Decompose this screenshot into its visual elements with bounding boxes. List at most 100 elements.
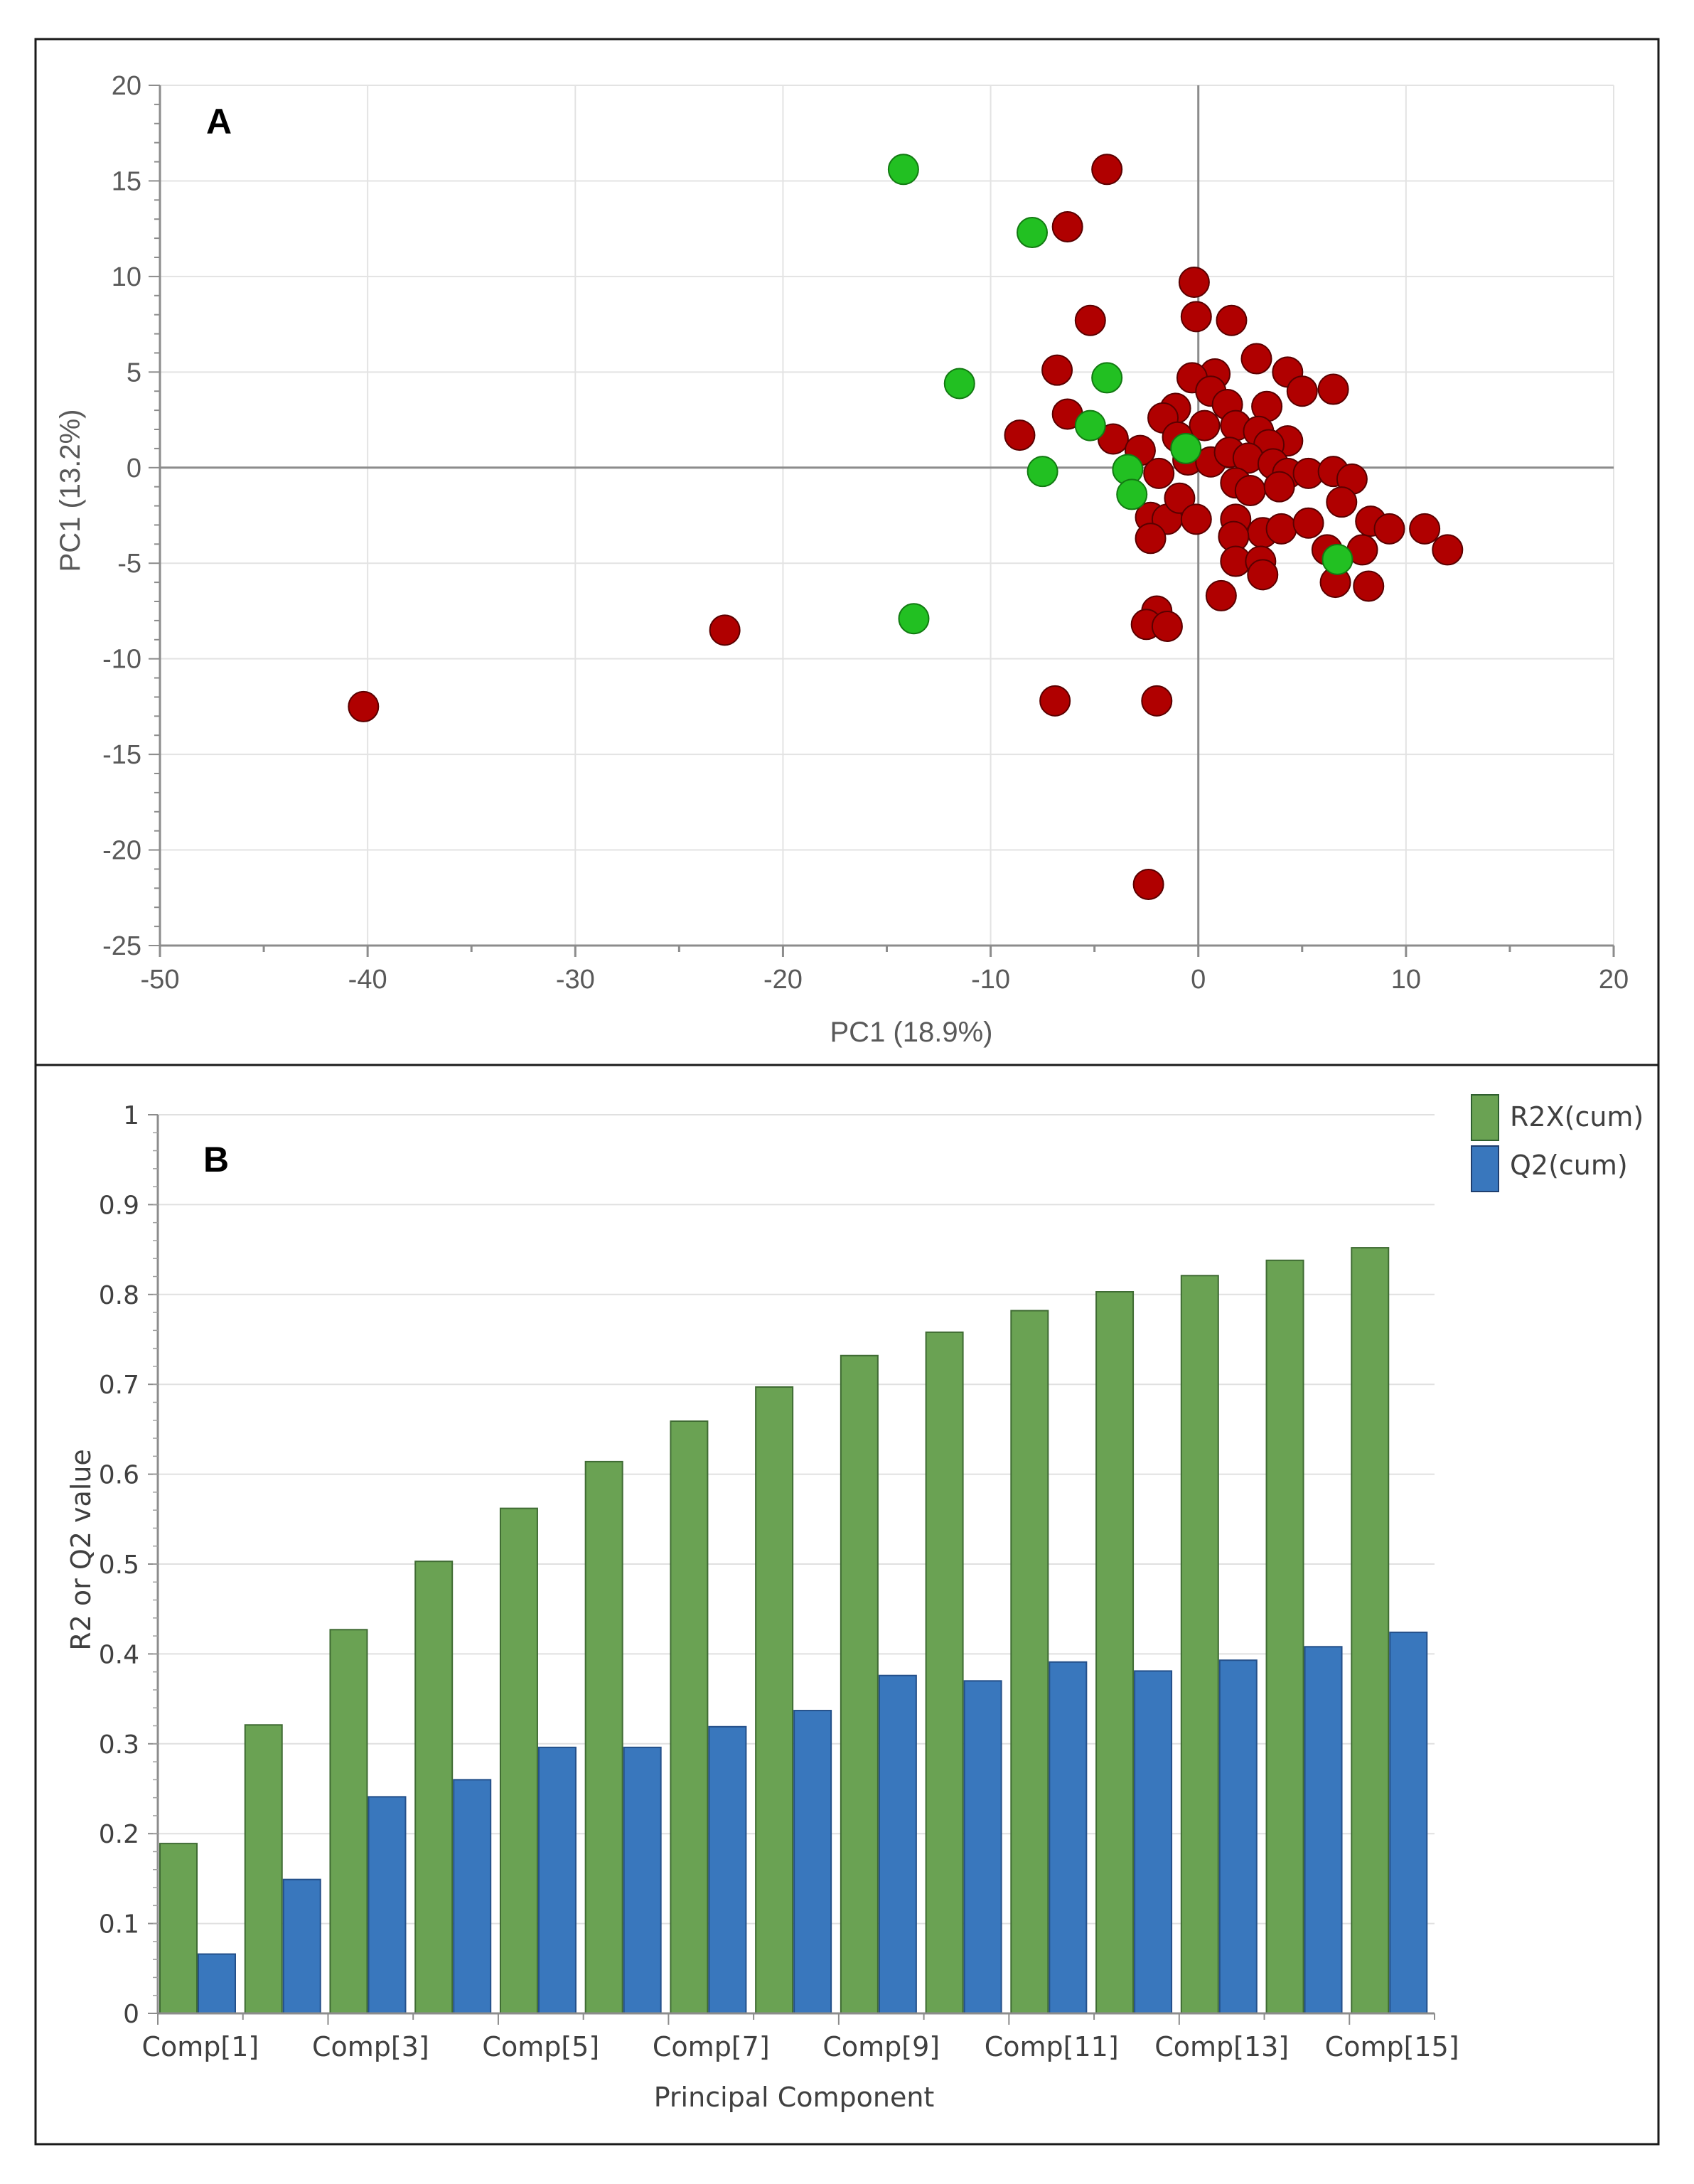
bar-y-tick-labels: 0 0.1 0.2 0.3 0.4 0.5 0.6 0.7 0.8 0.9 1 [99, 1101, 139, 2029]
bar-r2x [414, 1561, 454, 2014]
bar-y-tick-label: 0 [123, 2000, 139, 2029]
bar-grid [158, 1114, 1435, 1925]
scatter-y-tick-label: 0 [127, 454, 141, 483]
bar-q2 [963, 1680, 1002, 2015]
scatter-point-red [1141, 685, 1173, 717]
bar-q2 [623, 1746, 662, 2014]
bar-y-tick-label: 0.4 [99, 1640, 139, 1669]
bar-q2 [198, 1953, 236, 2014]
scatter-y-tick-label: -5 [117, 549, 141, 579]
scatter-y-tick-label: 5 [127, 358, 141, 387]
bar-x-tick-label: Comp[7] [653, 2031, 770, 2062]
scatter-x-tick-label: -40 [348, 965, 387, 995]
scatter-y-axis-label: PC1 (13.2%) [55, 410, 86, 572]
scatter-point-green [1116, 478, 1148, 510]
bar-r2x [1095, 1291, 1135, 2015]
bar-y-tick-label: 1 [123, 1101, 139, 1130]
bar-legend: R2X(cum) Q2(cum) [1471, 1094, 1644, 1192]
legend-label-r2x: R2X(cum) [1510, 1101, 1644, 1133]
scatter-point-green [1074, 410, 1106, 441]
bar-r2x [670, 1420, 709, 2015]
scatter-point-red [1039, 685, 1071, 717]
bar-r2x [244, 1724, 283, 2015]
bar-x-tick-labels: Comp[1] Comp[3] Comp[5] Comp[7] Comp[9] Comp[… [141, 2031, 1459, 2062]
bar-chart-panel: 00.10.20.30.40.50.60.70.80.91 Comp[1] Com… [65, 1094, 1644, 2113]
bar-r2x [329, 1629, 368, 2014]
bar-y-tick-label: 0.5 [99, 1551, 139, 1580]
scatter-point-red [1091, 154, 1123, 186]
scatter-point-red [1432, 534, 1464, 566]
bar-q2 [1304, 1646, 1343, 2015]
scatter-point-red [1286, 375, 1318, 407]
bar-r2x [840, 1354, 879, 2014]
bar-r2x [1180, 1275, 1219, 2014]
bar-r2x [925, 1331, 964, 2014]
bar-y-tick-label: 0.2 [99, 1820, 139, 1849]
bar-q2 [793, 1710, 832, 2014]
scatter-point-red [1247, 559, 1279, 591]
scatter-point-green [943, 368, 975, 400]
scatter-point-green [887, 154, 919, 186]
legend-swatch-q2 [1471, 1145, 1499, 1192]
bar-x-axis-label: Principal Component [654, 2082, 935, 2113]
bar-q2 [537, 1746, 577, 2014]
scatter-point-green [898, 603, 930, 635]
scatter-point-red [1178, 266, 1210, 298]
bar-x-tick-label: Comp[3] [312, 2031, 429, 2062]
scatter-point-red [1164, 482, 1196, 514]
scatter-plot-panel: -50 -40 -30 -20 -10 0 10 20 -25-20-15-10-505101… [55, 71, 1629, 1048]
legend-label-q2: Q2(cum) [1510, 1150, 1628, 1181]
bar-x-tick-label: Comp[11] [985, 2031, 1119, 2062]
panel-b-label: B [203, 1140, 229, 1179]
scatter-point-red [1216, 304, 1248, 336]
scatter-point-red [1265, 513, 1297, 545]
scatter-point-red [1409, 513, 1441, 545]
scatter-x-tick-labels: -50 -40 -30 -20 -10 0 10 20 [141, 965, 1629, 995]
scatter-point-red [1317, 373, 1349, 405]
scatter-x-tick-label: 0 [1191, 965, 1206, 995]
scatter-point-red [1234, 475, 1266, 507]
scatter-point-red [1292, 507, 1324, 539]
scatter-x-axis-label: PC1 (18.9%) [830, 1017, 993, 1048]
scatter-point-red [1051, 210, 1083, 242]
bar-y-axis-label: R2 or Q2 value [65, 1449, 97, 1651]
bar-q2 [282, 1878, 321, 2015]
scatter-point-red [1240, 343, 1272, 375]
bar-x-tick-label: Comp[1] [141, 2031, 259, 2062]
bar-q2 [1134, 1670, 1173, 2015]
scatter-point-red [1132, 868, 1164, 900]
scatter-point-green [1322, 543, 1353, 575]
scatter-x-tick-label: 10 [1391, 965, 1421, 995]
scatter-point-red [1151, 610, 1183, 642]
scatter-point-green [1091, 362, 1123, 394]
scatter-point-red [1373, 513, 1405, 545]
scatter-point-red [1189, 410, 1221, 441]
scatter-y-tick-label: -25 [102, 931, 141, 961]
scatter-point-red [1205, 579, 1237, 611]
scatter-point-red [1180, 503, 1212, 535]
bar-q2 [368, 1796, 407, 2014]
bar-r2x [159, 1843, 198, 2014]
bar-x-tick-label: Comp[15] [1325, 2031, 1459, 2062]
scatter-point-red [1263, 471, 1295, 503]
bar-x-tick-label: Comp[5] [482, 2031, 599, 2062]
bar-y-tick-label: 0.7 [99, 1371, 139, 1400]
scatter-axes [149, 85, 1615, 957]
scatter-y-tick-label: -20 [102, 836, 141, 866]
scatter-x-tick-label: 20 [1599, 965, 1629, 995]
bar-y-tick-label: 0.8 [99, 1281, 139, 1310]
scatter-y-tick-label: -15 [102, 740, 141, 770]
panel-a-frame [34, 38, 1660, 1066]
bar-q2 [1389, 1632, 1428, 2014]
bar-x-tick-label: Comp[9] [822, 2031, 940, 2062]
bar-q2 [878, 1674, 917, 2015]
bar-q2 [1049, 1661, 1088, 2014]
bar-r2x [1351, 1247, 1390, 2014]
bar-y-tick-label: 0.6 [99, 1461, 139, 1490]
scatter-x-tick-label: -30 [556, 965, 595, 995]
bar-y-tick-label: 0.1 [99, 1910, 139, 1939]
bar-r2x [499, 1507, 538, 2015]
bar-x-tick-label: Comp[13] [1154, 2031, 1289, 2062]
scatter-points [348, 154, 1464, 900]
bar-r2x [1265, 1259, 1304, 2014]
